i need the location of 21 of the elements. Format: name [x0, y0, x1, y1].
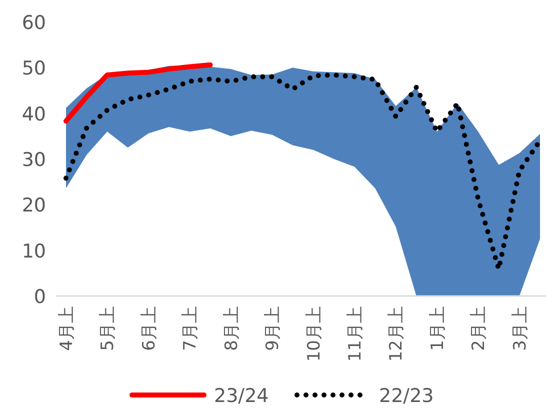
x-tick-label: 11月上	[346, 306, 366, 362]
x-tick-label: 7月上	[180, 306, 201, 351]
x-tick-label: 1月上	[428, 306, 448, 351]
x-tick-label: 9月上	[263, 306, 284, 351]
x-tick-label: 2月上	[469, 306, 490, 351]
x-tick-label: 4月上	[57, 306, 77, 351]
y-tick-label: 60	[22, 12, 46, 34]
y-tick-label: 40	[22, 103, 46, 126]
x-tick-label: 8月上	[222, 306, 242, 351]
legend-label: 23/24	[214, 385, 269, 407]
y-tick-label: 20	[22, 194, 46, 217]
x-tick-label: 6月上	[139, 306, 160, 351]
legend-label: 22/23	[379, 385, 434, 407]
x-tick-label: 5月上	[98, 306, 118, 351]
x-tick-label: 12月上	[386, 306, 407, 362]
y-tick-label: 30	[22, 149, 46, 171]
y-tick-label: 0	[34, 286, 46, 308]
x-tick-label: 10月上	[304, 306, 324, 362]
y-tick-label: 50	[22, 58, 46, 80]
y-tick-label: 10	[22, 240, 46, 262]
x-tick-label: 3月上	[510, 306, 530, 351]
